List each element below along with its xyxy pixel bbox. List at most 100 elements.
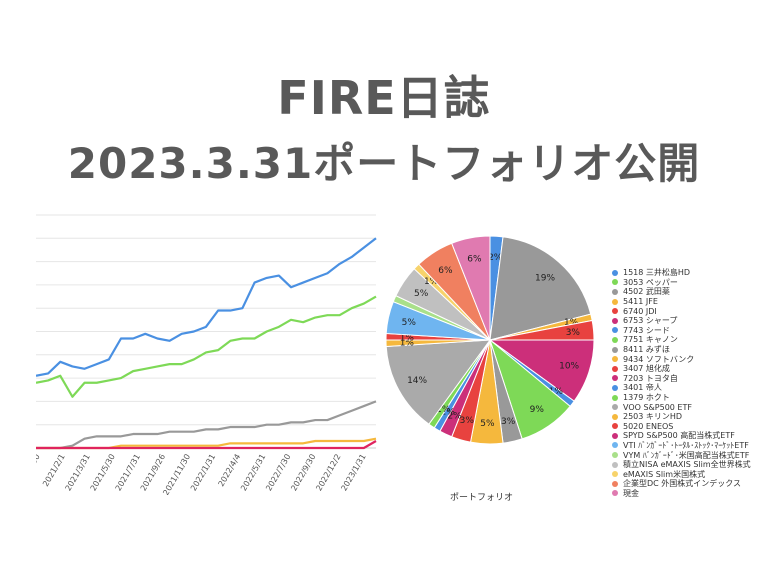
pie-slice-label: 5%	[414, 289, 429, 299]
legend-label: 積立NISA eMAXIS Slim全世界株式	[623, 460, 751, 470]
pie-slice	[385, 339, 492, 425]
legend-label: 1518 三井松島HD	[623, 268, 691, 278]
legend-swatch	[612, 404, 618, 411]
pie-slice	[489, 236, 592, 341]
pie-slice-label: 1%	[436, 405, 451, 415]
legend-swatch	[612, 461, 618, 468]
legend-item: 8411 みずほ	[612, 345, 751, 355]
legend-item: SPYD S&P500 高配当株式ETF	[612, 431, 751, 441]
legend-label: SPYD S&P500 高配当株式ETF	[623, 431, 735, 441]
legend-label: 3401 帝人	[623, 383, 662, 393]
pie-slice-label: 19%	[535, 274, 555, 284]
legend-item: 積立NISA eMAXIS Slim全世界株式	[612, 460, 751, 470]
x-tick-label: 2021/2/1	[41, 453, 67, 489]
pie-slice-label: 1%	[400, 339, 415, 349]
legend-swatch	[612, 336, 618, 343]
legend-label: 現金	[623, 488, 639, 498]
pie-slice-label: 3%	[460, 416, 475, 426]
legend-item: 3401 帝人	[612, 383, 751, 393]
pie-slice-label: 3%	[501, 417, 516, 427]
legend-swatch	[612, 308, 618, 315]
series-line-2	[36, 400, 377, 450]
legend-swatch	[612, 384, 618, 391]
legend-swatch	[612, 423, 618, 430]
legend-item: 企業型DC 外国株式インデックス	[612, 479, 751, 489]
pie-slice-label: 9%	[530, 405, 545, 415]
legend-swatch	[612, 356, 618, 363]
legend-swatch	[612, 269, 618, 276]
legend-label: 5411 JFE	[623, 297, 658, 307]
legend-label: 6753 シャープ	[623, 316, 678, 326]
legend-item: eMAXIS Slim米国株式	[612, 469, 751, 479]
series-line-0	[36, 237, 377, 377]
legend-swatch	[612, 365, 618, 372]
legend-swatch	[612, 394, 618, 401]
legend-item: 6753 シャープ	[612, 316, 751, 326]
legend-swatch	[612, 298, 618, 305]
legend-label: 1379 ホクト	[623, 393, 670, 403]
legend-swatch	[612, 346, 618, 353]
pie-slice-label: 1%	[424, 277, 439, 287]
legend-swatch	[612, 413, 618, 420]
legend-swatch	[612, 490, 618, 497]
legend-swatch	[612, 442, 618, 449]
x-tick-label: 2022/7/30	[264, 453, 292, 493]
legend-label: VOO S&P500 ETF	[623, 402, 692, 412]
legend-item: 7743 シード	[612, 326, 751, 336]
x-tick-label: 2021/5/30	[89, 453, 117, 493]
legend-item: 1518 三井松島HD	[612, 268, 751, 278]
legend-swatch	[612, 279, 618, 286]
legend-label: 5020 ENEOS	[623, 421, 674, 431]
x-tick-label: 2022/4/4	[217, 453, 243, 489]
legend-label: 4502 武田薬	[623, 287, 670, 297]
legend-item: 3407 旭化成	[612, 364, 751, 374]
pie-slice-label: 5%	[402, 318, 417, 328]
legend-item: VOO S&P500 ETF	[612, 402, 751, 412]
x-tick-label: 2022/5/31	[239, 453, 267, 493]
pie-slice-label: 1%	[400, 333, 415, 343]
legend-label: 8411 みずほ	[623, 345, 670, 355]
legend-item: VYM ﾊﾞﾝｶﾞｰﾄﾞ･米国高配当株式ETF	[612, 450, 751, 460]
legend-swatch	[612, 327, 618, 334]
legend-item: 4502 武田薬	[612, 287, 751, 297]
legend-label: 7203 トヨタ自	[623, 373, 678, 383]
legend-label: 3407 旭化成	[623, 364, 670, 374]
legend-item: 5020 ENEOS	[612, 422, 751, 432]
legend-swatch	[612, 471, 618, 478]
pie-chart: 2%19%1%3%10%1%9%3%5%3%2%1%1%14%1%1%5%5%1…	[385, 235, 595, 445]
legend-item: 3053 ペッパー	[612, 278, 751, 288]
legend-item: 現金	[612, 489, 751, 499]
legend-swatch	[612, 288, 618, 295]
pie-slice-label: 6%	[467, 254, 482, 264]
x-tick-label: 2021/7/31	[114, 453, 142, 493]
pie-slice-label: 6%	[438, 266, 453, 276]
legend-item: VTI ﾊﾞﾝｶﾞｰﾄﾞ･ﾄｰﾀﾙ･ｽﾄｯｸ･ﾏｰｹｯﾄETF	[612, 441, 751, 451]
legend-item: 7203 トヨタ自	[612, 374, 751, 384]
series-line-1	[36, 295, 377, 398]
pie-slice-label: 14%	[407, 376, 427, 386]
legend-item: 6740 JDI	[612, 306, 751, 316]
legend-swatch	[612, 432, 618, 439]
legend-label: VYM ﾊﾞﾝｶﾞｰﾄﾞ･米国高配当株式ETF	[623, 450, 750, 460]
legend-label: 2503 キリンHD	[623, 412, 683, 422]
page-title: FIRE日誌	[277, 71, 491, 125]
x-tick-label: 2023/1/31	[339, 453, 367, 493]
x-tick-label: 2022/12/2	[314, 453, 342, 493]
pie-slice-label: 1%	[441, 408, 456, 418]
legend-swatch	[612, 452, 618, 459]
pie-slice-label: 10%	[559, 362, 579, 372]
pie-legend: 1518 三井松島HD 3053 ペッパー 4502 武田薬 5411 JFE 6740…	[612, 268, 751, 498]
legend-label: VTI ﾊﾞﾝｶﾞｰﾄﾞ･ﾄｰﾀﾙ･ｽﾄｯｸ･ﾏｰｹｯﾄETF	[623, 440, 749, 450]
legend-item: 7751 キャノン	[612, 335, 751, 345]
series-line-3	[36, 437, 377, 450]
legend-label: 6740 JDI	[623, 306, 657, 316]
legend-item: 9434 ソフトバンク	[612, 354, 751, 364]
pie-slice-label: 5%	[480, 419, 495, 429]
legend-item: 5411 JFE	[612, 297, 751, 307]
legend-label: 3053 ペッパー	[623, 277, 678, 287]
pie-slice-label: 1%	[549, 387, 564, 397]
pie-slice-label: 2%	[488, 253, 503, 263]
x-tick-label: 0/11/30	[36, 453, 42, 484]
x-tick-label: 2021/3/31	[64, 453, 92, 493]
legend-swatch	[612, 480, 618, 487]
